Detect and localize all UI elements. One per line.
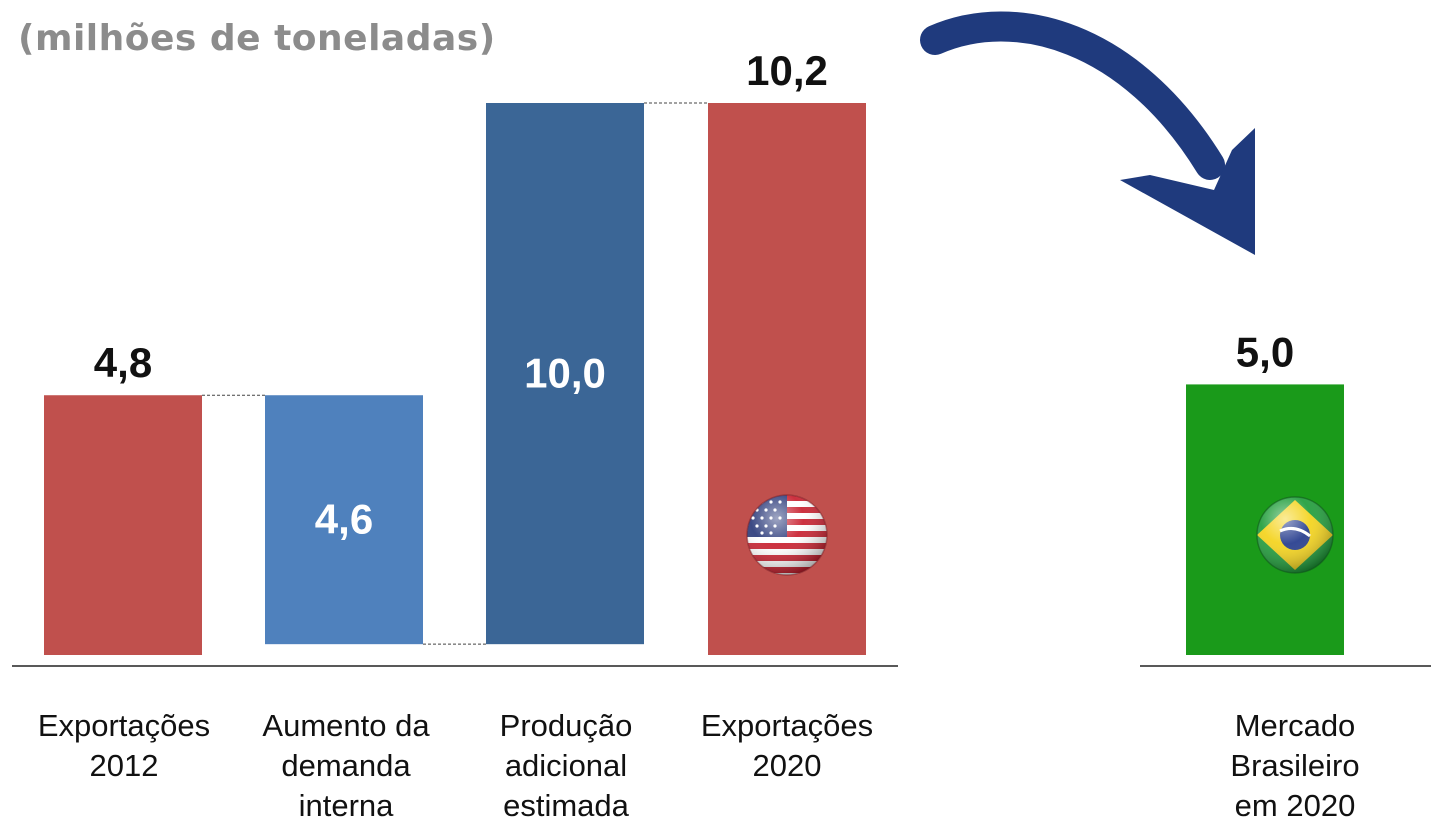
category-label-exportacoes-2012: Exportações 2012 [37,708,211,783]
usa-flag-icon [746,494,828,576]
category-label-producao-adicional: Produção adicional estimada [499,708,633,823]
brazil-flag-icon [1256,496,1334,574]
curved-arrow-icon [920,11,1255,255]
data-label-2: 10,0 [524,350,606,397]
data-labels: 4,8 4,6 10,0 10,2 5,0 [94,47,1294,543]
data-label-3: 10,2 [746,47,828,94]
category-label-aumento-demanda: Aumento da demanda interna [262,708,430,823]
main-bars [44,102,866,655]
data-label-1: 4,6 [315,496,373,543]
bar-2 [486,103,644,645]
unit-label: (milhões de toneladas) [18,18,496,59]
category-label-exportacoes-2020: Exportações 2020 [700,708,874,783]
data-label-brazil: 5,0 [1236,328,1294,375]
category-label-mercado-brasileiro: Mercado Brasileiro em 2020 [1230,708,1360,823]
data-label-0: 4,8 [94,339,152,386]
bar-1 [265,395,423,645]
bar-0 [44,395,202,655]
